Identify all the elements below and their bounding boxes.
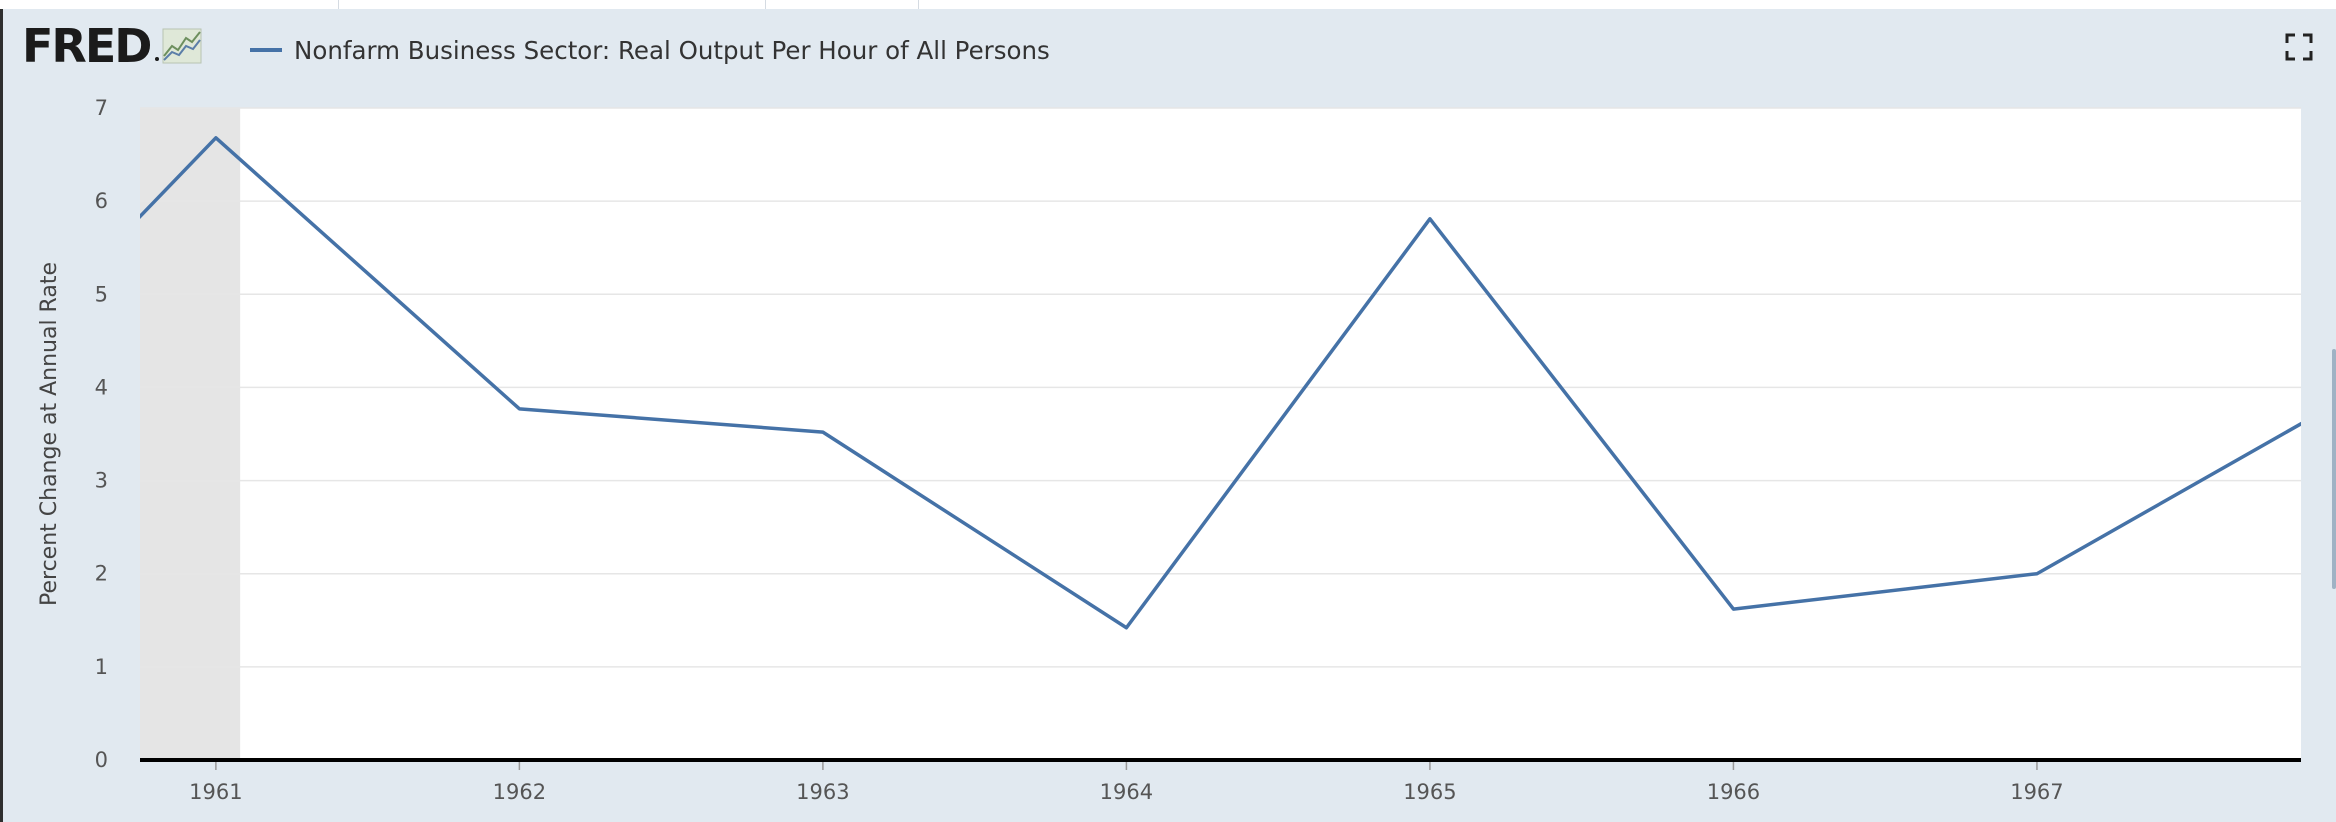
toolbar-divider — [338, 0, 339, 9]
y-tick-label: 6 — [95, 189, 108, 213]
logo-text: FRED — [22, 19, 152, 73]
series-layer — [140, 136, 2301, 630]
x-tick-label: 1966 — [1707, 780, 1760, 804]
x-tick-label: 1963 — [796, 780, 849, 804]
toolbar-divider — [918, 0, 919, 9]
y-tick-label: 7 — [95, 96, 108, 120]
x-tick-label: 1967 — [2010, 780, 2063, 804]
fred-logo[interactable]: FRED — [22, 22, 204, 70]
y-tick-label: 5 — [95, 282, 108, 306]
recession-shading-layer — [140, 108, 241, 760]
legend-series-label: Nonfarm Business Sector: Real Output Per… — [294, 35, 1050, 65]
x-axis-ticks: 1961 1962 1963 1964 1965 1966 1967 — [189, 760, 2064, 804]
y-tick-label: 3 — [95, 469, 108, 493]
chart-legend[interactable]: Nonfarm Business Sector: Real Output Per… — [250, 30, 1050, 70]
toolbar-divider — [765, 0, 766, 9]
x-tick-label: 1964 — [1100, 780, 1153, 804]
x-tick-label: 1965 — [1403, 780, 1456, 804]
recession-shade — [140, 108, 241, 760]
plot-area — [140, 108, 2301, 760]
y-axis-ticks: 0 1 2 3 4 5 6 7 — [95, 96, 108, 772]
y-tick-label: 4 — [95, 375, 108, 399]
legend-series-swatch — [250, 48, 282, 52]
series-line — [140, 136, 2301, 630]
y-tick-label: 1 — [95, 655, 108, 679]
y-tick-label: 2 — [95, 562, 108, 586]
fullscreen-expand-icon[interactable] — [2285, 33, 2313, 61]
scrollbar[interactable] — [2332, 349, 2336, 589]
fred-chart-icon — [155, 28, 202, 64]
x-tick-label: 1962 — [493, 780, 546, 804]
y-tick-label: 0 — [95, 748, 108, 772]
x-tick-label: 1961 — [189, 780, 242, 804]
y-axis-label: Percent Change at Annual Rate — [37, 262, 62, 606]
gridlines — [140, 107, 2301, 668]
